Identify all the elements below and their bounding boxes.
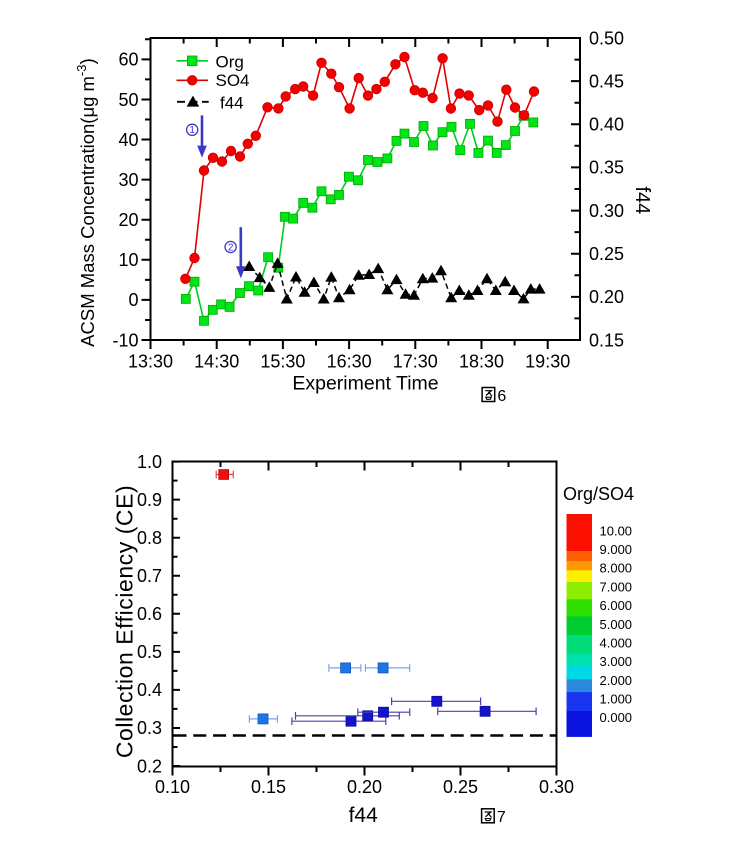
svg-text:0.7: 0.7 xyxy=(137,566,162,586)
svg-text:0.20: 0.20 xyxy=(347,777,382,797)
svg-text:0.6: 0.6 xyxy=(137,604,162,624)
svg-text:0.25: 0.25 xyxy=(443,777,478,797)
svg-text:8.000: 8.000 xyxy=(600,561,633,576)
svg-text:10: 10 xyxy=(118,250,138,270)
svg-text:4.000: 4.000 xyxy=(600,635,633,650)
svg-text:1.000: 1.000 xyxy=(600,691,633,706)
svg-text:50: 50 xyxy=(118,90,138,110)
svg-text:0.25: 0.25 xyxy=(589,244,624,264)
svg-text:30: 30 xyxy=(118,170,138,190)
svg-text:0.5: 0.5 xyxy=(137,642,162,662)
svg-text:7: 7 xyxy=(497,809,506,826)
svg-text:0.000: 0.000 xyxy=(600,710,633,725)
svg-text:0.35: 0.35 xyxy=(589,158,624,178)
svg-text:40: 40 xyxy=(118,130,138,150)
svg-text:-10: -10 xyxy=(112,330,138,350)
svg-text:f44: f44 xyxy=(631,186,653,214)
svg-text:5.000: 5.000 xyxy=(600,617,633,632)
svg-text:ACSM Mass Concentration(μg m-3: ACSM Mass Concentration(μg m-3) xyxy=(74,58,99,347)
svg-text:0.8: 0.8 xyxy=(137,528,162,548)
svg-text:0.40: 0.40 xyxy=(589,115,624,135)
svg-text:18:30: 18:30 xyxy=(459,352,504,372)
svg-text:0.3: 0.3 xyxy=(137,718,162,738)
svg-text:20: 20 xyxy=(118,210,138,230)
svg-text:2.000: 2.000 xyxy=(600,673,633,688)
svg-text:0.2: 0.2 xyxy=(137,756,162,776)
svg-text:2: 2 xyxy=(228,242,234,253)
svg-text:60: 60 xyxy=(118,50,138,70)
svg-text:0.15: 0.15 xyxy=(589,330,624,350)
svg-text:0.15: 0.15 xyxy=(251,777,286,797)
svg-text:Experiment Time: Experiment Time xyxy=(292,373,438,395)
svg-text:0.45: 0.45 xyxy=(589,71,624,91)
svg-text:10.00: 10.00 xyxy=(600,523,633,538)
svg-text:f44: f44 xyxy=(349,804,379,827)
svg-text:Collection Efficiency (CE): Collection Efficiency (CE) xyxy=(112,485,138,758)
svg-text:6: 6 xyxy=(497,388,506,405)
svg-text:0.30: 0.30 xyxy=(539,777,574,797)
svg-text:9.000: 9.000 xyxy=(600,542,633,557)
svg-text:19:30: 19:30 xyxy=(525,352,570,372)
svg-text:SO4: SO4 xyxy=(216,71,250,90)
svg-text:Org: Org xyxy=(216,53,244,72)
svg-text:0.4: 0.4 xyxy=(137,680,162,700)
svg-text:f44: f44 xyxy=(220,93,244,112)
svg-text:1: 1 xyxy=(189,125,195,136)
svg-text:0.20: 0.20 xyxy=(589,287,624,307)
svg-text:Org/SO4: Org/SO4 xyxy=(563,484,634,504)
svg-text:7.000: 7.000 xyxy=(600,579,633,594)
svg-text:0.10: 0.10 xyxy=(155,777,190,797)
svg-text:0.30: 0.30 xyxy=(589,201,624,221)
svg-text:13:30: 13:30 xyxy=(128,352,173,372)
svg-text:1.0: 1.0 xyxy=(137,452,162,472)
svg-text:15:30: 15:30 xyxy=(260,352,305,372)
svg-text:0.50: 0.50 xyxy=(589,28,624,48)
svg-text:0.9: 0.9 xyxy=(137,490,162,510)
svg-text:6.000: 6.000 xyxy=(600,598,633,613)
svg-text:17:30: 17:30 xyxy=(393,352,438,372)
svg-text:16:30: 16:30 xyxy=(327,352,372,372)
svg-text:3.000: 3.000 xyxy=(600,654,633,669)
svg-text:14:30: 14:30 xyxy=(194,352,239,372)
svg-text:0: 0 xyxy=(128,290,138,310)
